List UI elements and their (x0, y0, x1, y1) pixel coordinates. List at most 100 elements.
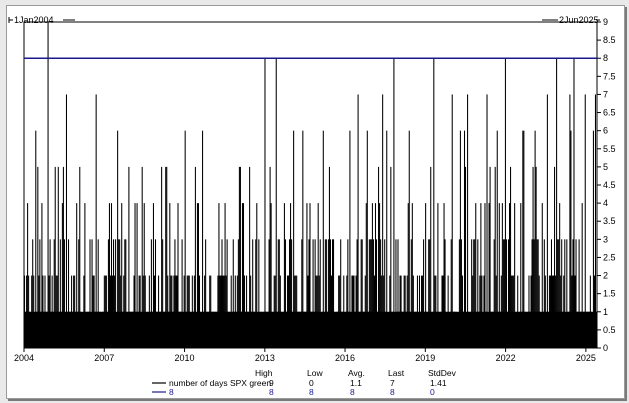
bar (95, 94, 97, 348)
bar (174, 239, 176, 348)
stats-cell: 0 (309, 378, 314, 388)
bar (177, 203, 179, 348)
bar (319, 239, 321, 348)
bar (522, 130, 524, 348)
stats-header: Last (388, 368, 405, 378)
bar (62, 166, 64, 348)
bar (59, 239, 61, 348)
stats-cell: 7 (390, 378, 395, 388)
bar (361, 239, 363, 348)
bar (430, 166, 432, 348)
bar (369, 239, 371, 348)
bar (572, 239, 574, 348)
bar (543, 239, 545, 348)
bar (118, 239, 120, 348)
bar (205, 239, 207, 348)
bar (283, 203, 285, 348)
bar (575, 239, 577, 348)
bar (124, 239, 126, 348)
bar (443, 203, 445, 348)
bar (242, 203, 245, 348)
date-range-start: 1Jan2004 (8, 15, 75, 25)
x-tick-label: 2010 (175, 353, 195, 363)
bar (65, 94, 68, 348)
bar (365, 203, 367, 348)
bar (550, 239, 553, 348)
bar (327, 239, 329, 348)
stats-cell: 1.1 (350, 378, 362, 388)
bar (97, 239, 99, 348)
bar (241, 203, 243, 348)
bar (291, 239, 293, 348)
bar (136, 203, 138, 348)
y-tick-label: 7.5 (603, 71, 616, 81)
bar (54, 166, 56, 348)
bar (312, 239, 314, 348)
bar (224, 203, 226, 348)
bar (256, 203, 258, 348)
bar (197, 203, 199, 348)
y-tick-label: 8 (603, 53, 608, 63)
bar (382, 94, 384, 348)
chart-frame: 1Jan2004 2Jun2025 0 0.5 1 1.5 2 2.5 3 3.5 4 4.5 5 5… (6, 5, 625, 399)
bar (379, 203, 381, 348)
y-tick-label: 4.5 (603, 180, 616, 190)
bar (380, 239, 382, 348)
stats-header: StdDev (428, 368, 457, 378)
bar (290, 203, 292, 348)
bar (329, 239, 331, 348)
bar (503, 239, 505, 348)
bar (494, 166, 496, 348)
bar (154, 239, 157, 348)
stats-header: High (255, 368, 273, 378)
bar (384, 239, 386, 348)
bar (592, 130, 594, 348)
bar (301, 239, 303, 348)
x-tick-label: 2004 (14, 353, 34, 363)
date-range-end: 2Jun2025 (542, 15, 600, 25)
bar (78, 239, 80, 348)
x-tick-label: 2022 (496, 353, 516, 363)
bar (333, 239, 335, 348)
bar (488, 203, 490, 348)
bar (119, 239, 121, 348)
chart-svg: 1Jan2004 2Jun2025 0 0.5 1 1.5 2 2.5 3 3.5 4 4.5 5 5… (8, 15, 616, 397)
y-tick-label: 3 (603, 234, 608, 244)
bar (226, 239, 228, 348)
bar (465, 166, 467, 348)
bar (117, 130, 119, 348)
y-tick-label: 2 (603, 271, 608, 281)
stats-cell: 9 (269, 378, 274, 388)
y-tick-label: 6 (603, 126, 608, 136)
bar (162, 239, 164, 348)
bar (475, 203, 477, 348)
bar (534, 130, 536, 348)
bar (451, 94, 453, 348)
bar (289, 239, 291, 348)
y-tick-label: 5.5 (603, 144, 616, 154)
bar (566, 239, 568, 348)
bar (115, 239, 117, 348)
bar (357, 94, 359, 348)
bar (347, 239, 349, 348)
bar (520, 203, 522, 348)
bar (194, 166, 196, 348)
bar (258, 239, 260, 348)
bar (322, 130, 324, 348)
bar (425, 203, 427, 348)
bar (433, 58, 435, 348)
bar (47, 22, 49, 348)
x-tick-label: 2007 (94, 353, 114, 363)
bar (165, 166, 167, 348)
bar (275, 58, 277, 348)
bar (496, 130, 498, 348)
y-tick-label: 5 (603, 162, 608, 172)
bar (63, 239, 65, 348)
bar (84, 203, 86, 348)
bar (181, 239, 183, 348)
bar (557, 239, 559, 348)
bar (561, 239, 563, 348)
bar (349, 130, 351, 348)
bar (510, 166, 512, 348)
bar (264, 58, 266, 348)
